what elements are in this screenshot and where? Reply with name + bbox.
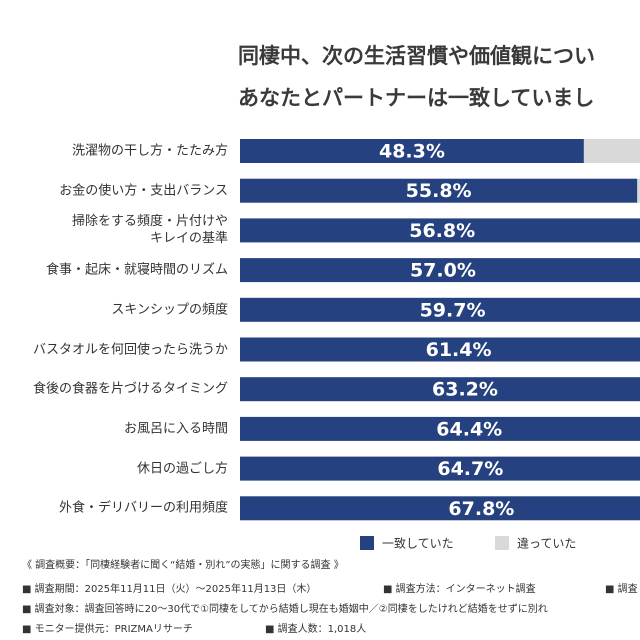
category-label: 掃除をする頻度・片付けや キレイの基準 <box>71 214 228 247</box>
category-label: 外食・デリバリーの利用頻度 <box>58 500 228 516</box>
bar <box>240 178 638 203</box>
bar <box>240 496 640 521</box>
footer-item: ■ 調査対象：調査回答時に20～30代で①同棲をしてから結婚し現在も婚姻中／②同… <box>22 604 548 615</box>
bar <box>240 377 640 402</box>
value-label: 48.3% <box>379 141 445 163</box>
value-label: 57.0% <box>410 260 476 282</box>
value-label: 55.8% <box>406 180 472 202</box>
category-label: お風呂に入る時間 <box>123 421 228 437</box>
value-label: 63.2% <box>432 379 498 401</box>
footer-item: ■ 調査 <box>605 584 638 595</box>
category-label: バスタオルを何回使ったら洗うか <box>32 342 228 357</box>
legend-swatch <box>360 536 374 550</box>
bar <box>583 139 640 163</box>
category-label: 休日の過ごし方 <box>136 461 228 477</box>
value-label: 59.7% <box>420 299 486 321</box>
value-label: 56.8% <box>409 220 475 242</box>
bar <box>240 139 584 163</box>
bar <box>240 416 640 441</box>
value-label: 61.4% <box>426 339 492 361</box>
legend-label: 違っていた <box>517 537 576 551</box>
legend-swatch <box>495 536 509 550</box>
footer-item: ■ 調査人数：1,018人 <box>265 624 367 635</box>
category-label: お金の使い方・支出バランス <box>59 183 228 199</box>
legend-label: 一致していた <box>382 537 454 551</box>
bar <box>240 337 640 362</box>
chart-title: あなたとパートナーは一致していまし <box>238 86 595 110</box>
chart-title: 同棲中、次の生活習慣や価値観につい <box>238 44 595 68</box>
bar <box>240 258 640 283</box>
value-label: 64.4% <box>436 418 502 440</box>
bar <box>240 456 640 481</box>
value-label: 67.8% <box>448 498 514 520</box>
category-label: スキンシップの頻度 <box>111 302 228 318</box>
footer-heading: 《 調査概要：「同棲経験者に聞く“結婚・別れ”の実態」に関する調査 》 <box>22 560 344 571</box>
value-label: 64.7% <box>437 458 503 480</box>
footer-item: ■ 調査期間：2025年11月11日（火）～2025年11月13日（木） <box>22 584 317 595</box>
bar <box>240 218 640 243</box>
bar <box>637 178 640 203</box>
category-label: 洗濯物の干し方・たたみ方 <box>71 143 228 159</box>
bar <box>240 297 640 322</box>
category-label: 食事・起床・就寝時間のリズム <box>45 262 228 278</box>
category-label: 食後の食器を片づけるタイミング <box>32 381 228 397</box>
footer-item: ■ モニター提供元：PRIZMAリサーチ <box>22 624 193 635</box>
footer-item: ■ 調査方法：インターネット調査 <box>383 584 536 595</box>
